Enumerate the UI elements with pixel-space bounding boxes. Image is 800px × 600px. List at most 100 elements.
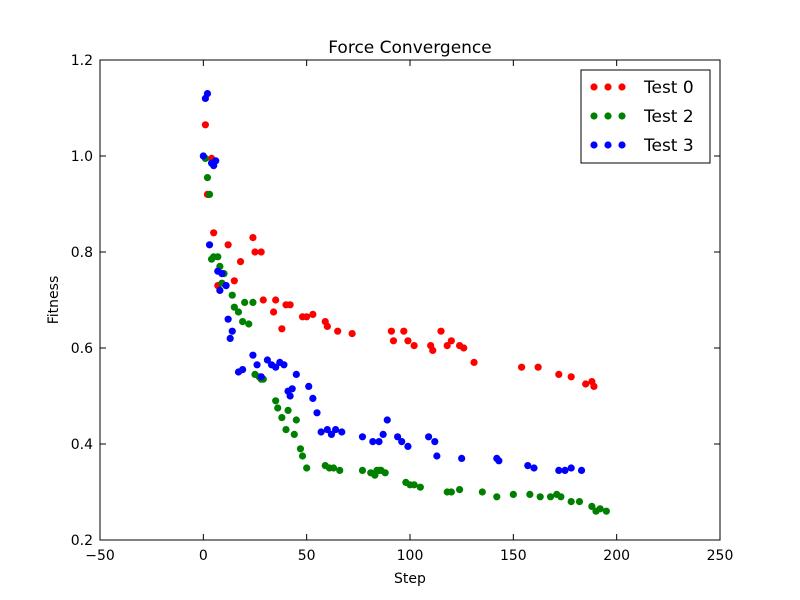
data-point — [212, 157, 220, 165]
data-point — [214, 253, 222, 261]
data-point — [303, 313, 311, 321]
data-point — [410, 342, 418, 350]
data-point — [429, 346, 437, 354]
data-point — [358, 466, 367, 474]
data-point — [433, 452, 441, 460]
data-point — [216, 286, 224, 294]
data-point — [460, 344, 468, 352]
data-point — [425, 433, 433, 441]
data-point — [236, 258, 245, 266]
data-point — [546, 493, 555, 501]
plot-frame — [99, 59, 721, 541]
x-tick-label: 200 — [603, 548, 630, 564]
data-point — [567, 373, 575, 381]
y-tick-label: 0.6 — [71, 341, 93, 357]
legend-label: Test 2 — [643, 107, 694, 127]
data-point — [272, 363, 280, 371]
y-tick-label: 1.0 — [71, 149, 93, 165]
legend-marker — [590, 141, 598, 149]
y-tick-label: 1.2 — [71, 53, 93, 69]
data-point — [555, 370, 563, 378]
data-point — [567, 498, 575, 506]
data-point — [555, 466, 563, 474]
data-point — [274, 404, 282, 412]
chart-title: Force Convergence — [328, 38, 491, 58]
data-point — [288, 385, 296, 393]
data-point — [218, 270, 226, 278]
legend-marker — [604, 141, 612, 149]
data-point — [383, 416, 391, 424]
data-point — [577, 466, 586, 474]
data-point — [447, 337, 455, 345]
data-point — [303, 464, 311, 472]
data-point — [251, 248, 259, 256]
axis-ticks: −50 0 50 100 150 200 250 0.2 0.4 0.6 0.8 1.0 1.2 — [71, 53, 734, 564]
data-point — [199, 152, 207, 160]
data-point — [257, 248, 265, 256]
data-point — [292, 416, 300, 424]
x-tick-label: 250 — [707, 548, 734, 564]
data-point — [249, 351, 257, 359]
data-point — [530, 464, 538, 472]
legend-item: Test 0 — [590, 78, 694, 98]
legend-marker — [618, 112, 626, 120]
data-point — [329, 464, 338, 472]
data-point — [398, 438, 406, 446]
data-point — [230, 303, 238, 311]
data-point — [228, 291, 236, 299]
data-point — [317, 428, 325, 436]
data-point — [272, 397, 280, 405]
data-point — [226, 334, 234, 342]
data-point — [205, 241, 214, 249]
data-point — [210, 229, 218, 237]
data-point — [278, 414, 286, 422]
legend-label: Test 3 — [643, 136, 694, 156]
data-point — [278, 325, 286, 333]
data-point — [404, 442, 412, 450]
legend-item: Test 3 — [590, 136, 694, 156]
data-point — [241, 298, 249, 306]
data-point — [470, 358, 478, 366]
x-tick-label: 50 — [298, 548, 316, 564]
data-point — [358, 433, 367, 441]
y-tick-label: 0.2 — [71, 533, 93, 549]
data-point — [381, 469, 389, 477]
data-point — [387, 327, 395, 335]
data-point — [309, 310, 317, 318]
y-tick-label: 0.8 — [71, 245, 93, 261]
data-point — [534, 363, 542, 371]
series-1 — [201, 154, 610, 515]
data-point — [234, 308, 243, 316]
data-point — [369, 438, 377, 446]
x-axis-label: Step — [394, 571, 426, 587]
legend-label: Test 0 — [643, 78, 694, 98]
data-point — [557, 493, 565, 501]
legend-item: Test 2 — [590, 107, 694, 127]
data-point — [443, 342, 451, 350]
data-point — [203, 90, 212, 98]
legend-marker — [590, 83, 598, 91]
legend-marker — [618, 141, 626, 149]
data-point — [201, 121, 209, 129]
data-point — [431, 438, 439, 446]
data-point — [404, 337, 412, 345]
data-point — [298, 452, 307, 460]
data-point — [239, 366, 247, 374]
data-point — [224, 241, 232, 249]
data-point — [416, 483, 424, 491]
data-point — [249, 298, 257, 306]
data-point — [389, 337, 398, 345]
data-point — [224, 315, 232, 323]
legend-box — [580, 69, 711, 164]
data-point — [327, 430, 336, 438]
data-point — [526, 490, 534, 498]
data-point — [313, 409, 321, 417]
data-point — [447, 488, 455, 496]
data-point — [602, 507, 610, 515]
data-point — [437, 327, 445, 335]
data-point — [296, 445, 305, 453]
data-point — [323, 322, 331, 330]
data-point — [259, 296, 267, 304]
data-point — [410, 481, 418, 489]
data-point — [375, 438, 383, 446]
